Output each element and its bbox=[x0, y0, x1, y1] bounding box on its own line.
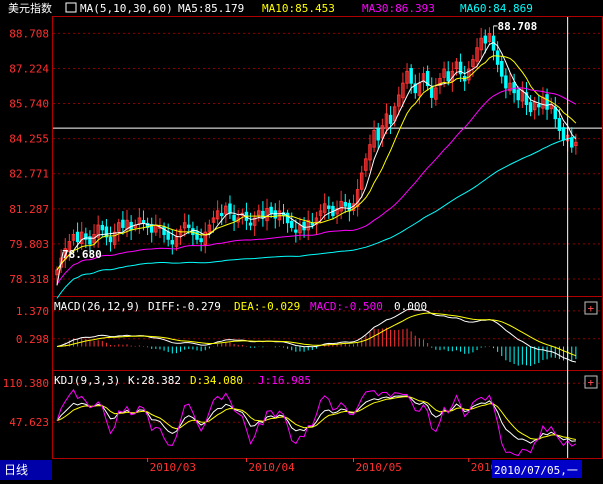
candle-body bbox=[262, 211, 264, 218]
candle-body bbox=[290, 221, 292, 227]
candle-body bbox=[348, 203, 350, 210]
candle-body bbox=[233, 215, 235, 220]
ma10-value: MA10:85.453 bbox=[262, 2, 335, 15]
ma30-value: MA30:86.393 bbox=[362, 2, 435, 15]
candle-body bbox=[377, 129, 379, 140]
y-tick-label: 88.708 bbox=[9, 27, 49, 40]
candle-body bbox=[571, 138, 573, 147]
macd-extra-value: 0.000 bbox=[394, 300, 427, 313]
kdj-d-value: D:34.080 bbox=[190, 374, 243, 387]
candle-body bbox=[328, 206, 330, 209]
candle-body bbox=[546, 95, 548, 110]
y-tick-label: 47.623 bbox=[9, 416, 49, 429]
candle-body bbox=[529, 103, 531, 112]
y-tick-label: 82.771 bbox=[9, 168, 49, 181]
low-price-label: 78.680 bbox=[62, 248, 102, 261]
macd-title: MACD(26,12,9) bbox=[54, 300, 140, 313]
candle-body bbox=[220, 213, 222, 215]
candle-body bbox=[517, 90, 519, 100]
y-tick-label: 1.370 bbox=[16, 305, 49, 318]
candle-body bbox=[188, 225, 190, 227]
macd-expand-button[interactable]: + bbox=[585, 302, 597, 315]
ma-indicator-icon[interactable] bbox=[66, 3, 76, 12]
candle-body bbox=[270, 207, 272, 213]
candle-body bbox=[505, 76, 507, 88]
candle-body bbox=[249, 223, 251, 225]
candle-body bbox=[109, 237, 111, 241]
x-tick-label: 2010/05 bbox=[356, 461, 402, 474]
candle-body bbox=[229, 204, 231, 213]
candle-body bbox=[501, 61, 503, 76]
candle-body bbox=[484, 36, 486, 43]
y-tick-label: 87.224 bbox=[9, 62, 49, 75]
candle-body bbox=[410, 69, 412, 84]
kdj-j-value: J:16.985 bbox=[258, 374, 311, 387]
candle-body bbox=[200, 239, 202, 242]
macd-value: MACD:-0.500 bbox=[310, 300, 383, 313]
kdj-expand-label: + bbox=[588, 376, 595, 389]
index-title: 美元指数 bbox=[8, 1, 52, 15]
candle-body bbox=[431, 88, 433, 98]
candle-body bbox=[286, 213, 288, 222]
macd-indicator bbox=[57, 309, 576, 366]
candle-body bbox=[167, 232, 169, 239]
ma5-value: MA5:85.179 bbox=[178, 2, 244, 15]
candle-body bbox=[538, 104, 540, 106]
y-axis-ticks: 88.708 87.224 85.740 84.255 82.771 81.287 79.8… bbox=[3, 27, 50, 429]
kdj-k-line bbox=[57, 396, 576, 443]
macd-expand-label: + bbox=[588, 302, 595, 315]
ma-params-label: MA(5,10,30,60) bbox=[80, 2, 173, 15]
candle-body bbox=[171, 241, 173, 244]
y-tick-label: 84.255 bbox=[9, 133, 49, 146]
candlesticks bbox=[56, 26, 577, 286]
candle-body bbox=[192, 229, 194, 235]
panel-frames bbox=[53, 17, 603, 459]
candle-body bbox=[122, 220, 124, 227]
candle-body bbox=[101, 225, 103, 229]
candle-body bbox=[562, 128, 564, 140]
candle-body bbox=[274, 211, 276, 218]
candle-body bbox=[303, 222, 305, 230]
candle-body bbox=[76, 232, 78, 241]
candle-body bbox=[496, 51, 498, 64]
period-tab[interactable]: 日线 bbox=[0, 460, 52, 480]
candle-body bbox=[295, 230, 297, 232]
ma30-line bbox=[57, 88, 576, 284]
candle-body bbox=[142, 221, 144, 223]
candle-body bbox=[513, 83, 515, 93]
period-tab-label: 日线 bbox=[4, 463, 28, 477]
kdj-d-line bbox=[57, 397, 576, 440]
macd-diff-value: DIFF:-0.279 bbox=[148, 300, 221, 313]
candle-body bbox=[344, 202, 346, 206]
kdj-expand-button[interactable]: + bbox=[585, 376, 597, 389]
y-tick-label: 110.380 bbox=[3, 377, 49, 390]
y-tick-label: 79.803 bbox=[9, 238, 49, 251]
y-tick-label: 78.318 bbox=[9, 273, 49, 286]
macd-dea-value: DEA:-0.029 bbox=[234, 300, 300, 313]
moving-average-lines bbox=[57, 43, 576, 299]
ma5-line bbox=[57, 43, 576, 271]
candle-body bbox=[558, 119, 560, 131]
x-tick-label: 2010/04 bbox=[248, 461, 295, 474]
candle-body bbox=[163, 227, 165, 235]
y-tick-label: 81.287 bbox=[9, 203, 49, 216]
kdj-title: KDJ(9,3,3) bbox=[54, 374, 120, 387]
candle-body bbox=[389, 115, 391, 123]
macd-diff-line bbox=[57, 309, 576, 362]
ma10-line bbox=[57, 56, 576, 270]
ma60-value: MA60:84.869 bbox=[460, 2, 533, 15]
cursor-date-label: 2010/07/05,一 bbox=[494, 464, 578, 477]
high-price-label: 88.708 bbox=[498, 20, 538, 33]
candle-body bbox=[311, 223, 313, 225]
candle-body bbox=[447, 72, 449, 81]
y-tick-label: 0.298 bbox=[16, 333, 49, 346]
x-tick-label: 2010/03 bbox=[150, 461, 196, 474]
y-tick-label: 85.740 bbox=[9, 98, 49, 111]
kdj-k-value: K:28.382 bbox=[128, 374, 181, 387]
